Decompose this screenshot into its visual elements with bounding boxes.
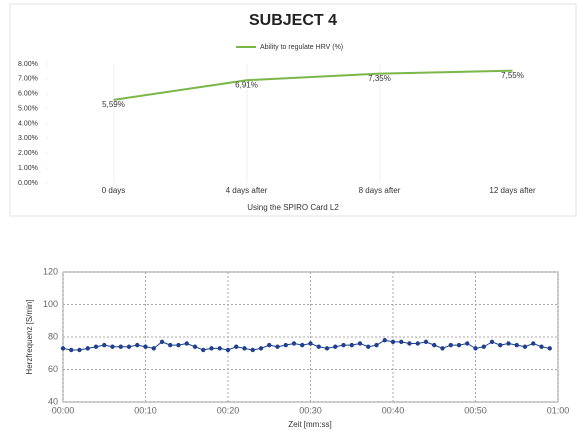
chart-title: SUBJECT 4	[249, 12, 337, 29]
marker	[250, 347, 255, 353]
y-axis-label: Herzfrequenz [S/min]	[25, 299, 34, 374]
marker	[118, 344, 123, 349]
y-tick-label: 3.00%	[18, 135, 38, 142]
marker	[333, 344, 338, 349]
x-tick-label: 01:00	[547, 405, 570, 415]
marker	[291, 341, 297, 346]
marker	[217, 346, 222, 351]
y-tick-label: 7.00%	[18, 76, 38, 83]
marker	[275, 344, 280, 349]
marker	[176, 342, 181, 348]
y-tick-label: 8.00%	[18, 61, 38, 68]
y-tick-label: 60	[48, 364, 58, 374]
marker	[77, 347, 82, 353]
marker	[324, 346, 330, 351]
marker	[316, 344, 321, 349]
marker	[374, 342, 379, 348]
y-tick-label: 100	[43, 299, 58, 309]
marker	[159, 339, 165, 345]
marker	[415, 341, 420, 346]
y-tick-label: 40	[48, 396, 58, 406]
marker	[522, 344, 528, 349]
x-tick-label: 00:20	[217, 405, 240, 415]
marker	[60, 346, 66, 351]
marker	[234, 344, 239, 349]
marker	[126, 344, 132, 349]
marker	[390, 339, 396, 345]
marker	[506, 341, 511, 346]
x-axis-label: Zeit [mm:ss]	[288, 420, 332, 429]
legend-label: Ability to regulate HRV (%)	[260, 44, 343, 51]
marker	[473, 346, 478, 351]
y-tick-label: 6.00%	[18, 91, 38, 98]
marker	[192, 344, 198, 349]
y-tick-label: 0.00%	[18, 180, 38, 187]
marker	[184, 341, 189, 346]
marker	[242, 346, 247, 351]
top-frame	[9, 3, 577, 217]
data-label: 7,55%	[501, 71, 524, 80]
marker	[201, 347, 206, 353]
marker	[399, 339, 404, 345]
marker	[382, 338, 387, 343]
marker	[407, 341, 412, 346]
marker	[69, 347, 74, 353]
x-tick-label: 00:30	[299, 405, 322, 415]
line	[113, 69, 513, 101]
x-tick-label: 00:10	[134, 405, 157, 415]
marker	[423, 339, 429, 345]
marker	[514, 342, 519, 348]
x-tick-label: 00:00	[52, 405, 75, 415]
marker	[366, 344, 371, 349]
x-tick-label: 00:50	[464, 405, 487, 415]
marker	[258, 346, 264, 351]
marker	[448, 342, 453, 348]
y-tick-label: 2.00%	[18, 150, 38, 157]
x-tick-label: 12 days after	[489, 186, 536, 195]
marker	[341, 342, 346, 348]
marker	[143, 344, 148, 349]
marker	[135, 342, 140, 348]
marker	[283, 342, 288, 348]
x-axis-label: Using the SPIRO Card L2	[247, 203, 339, 212]
marker	[110, 344, 115, 349]
marker	[308, 341, 313, 346]
marker	[481, 344, 486, 349]
marker	[547, 346, 552, 351]
marker	[93, 344, 99, 349]
marker	[349, 342, 354, 348]
y-tick-label: 4.00%	[18, 120, 38, 127]
y-tick-label: 5.00%	[18, 105, 38, 112]
y-tick-label: 120	[43, 266, 58, 276]
marker	[498, 342, 503, 348]
marker	[209, 346, 214, 351]
marker	[300, 342, 305, 348]
x-tick-label: 4 days after	[226, 186, 268, 195]
marker	[168, 342, 173, 348]
marker	[531, 341, 536, 346]
data-label: 7,35%	[368, 74, 391, 83]
marker	[465, 341, 470, 346]
data-label: 5,59%	[102, 100, 125, 109]
marker	[151, 346, 156, 351]
marker	[539, 344, 544, 349]
data-label: 6,91%	[235, 80, 258, 89]
marker	[456, 342, 462, 348]
marker	[85, 346, 90, 351]
marker	[432, 342, 437, 348]
x-tick-label: 0 days	[102, 186, 126, 195]
x-tick-label: 8 days after	[359, 186, 401, 195]
y-tick-label: 1.00%	[18, 165, 38, 172]
marker	[357, 341, 363, 346]
y-tick-label: 80	[48, 331, 58, 341]
marker	[102, 342, 107, 348]
marker	[225, 347, 231, 353]
marker	[440, 346, 445, 351]
x-tick-label: 00:40	[382, 405, 405, 415]
marker	[267, 342, 272, 348]
marker	[489, 339, 495, 345]
